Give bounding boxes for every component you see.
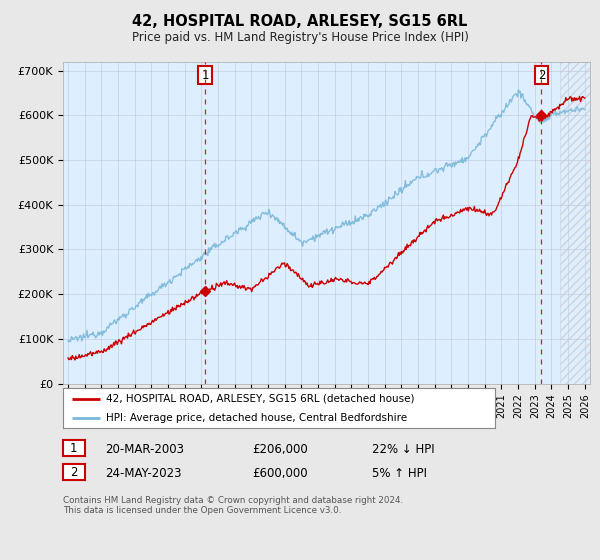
- Text: 42, HOSPITAL ROAD, ARLESEY, SG15 6RL: 42, HOSPITAL ROAD, ARLESEY, SG15 6RL: [133, 14, 467, 29]
- Text: 20-MAR-2003: 20-MAR-2003: [105, 442, 184, 456]
- Text: 2: 2: [538, 68, 545, 82]
- Text: Contains HM Land Registry data © Crown copyright and database right 2024.
This d: Contains HM Land Registry data © Crown c…: [63, 496, 403, 515]
- Text: 24-MAY-2023: 24-MAY-2023: [105, 466, 182, 480]
- Text: Price paid vs. HM Land Registry's House Price Index (HPI): Price paid vs. HM Land Registry's House …: [131, 31, 469, 44]
- Text: HPI: Average price, detached house, Central Bedfordshire: HPI: Average price, detached house, Cent…: [106, 413, 407, 422]
- Text: 1: 1: [70, 441, 77, 455]
- Text: 2: 2: [70, 465, 77, 479]
- Text: 5% ↑ HPI: 5% ↑ HPI: [372, 466, 427, 480]
- Text: £600,000: £600,000: [252, 466, 308, 480]
- Text: 42, HOSPITAL ROAD, ARLESEY, SG15 6RL (detached house): 42, HOSPITAL ROAD, ARLESEY, SG15 6RL (de…: [106, 394, 415, 404]
- Text: 1: 1: [201, 68, 209, 82]
- Text: 22% ↓ HPI: 22% ↓ HPI: [372, 442, 434, 456]
- Text: £206,000: £206,000: [252, 442, 308, 456]
